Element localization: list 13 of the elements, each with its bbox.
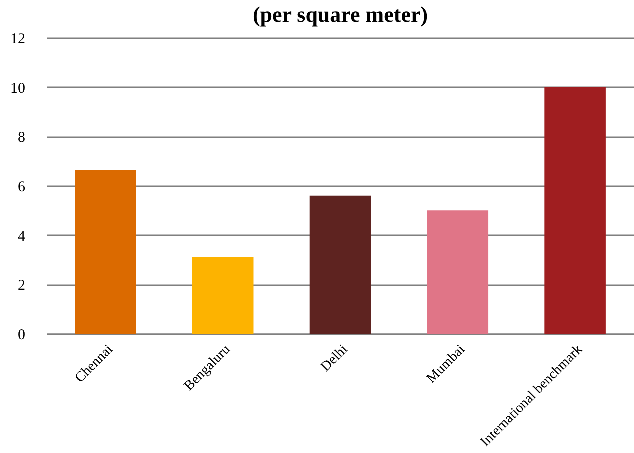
- y-tick-label: 2: [18, 278, 26, 294]
- bar: [310, 196, 372, 334]
- bar: [544, 87, 606, 334]
- bar: [427, 210, 489, 334]
- y-tick-label: 8: [18, 130, 26, 146]
- y-tick-label: 12: [10, 32, 26, 48]
- bar: [75, 170, 136, 334]
- y-tick-label: 10: [10, 80, 26, 97]
- y-tick-label: 0: [18, 328, 26, 344]
- y-tick-label: 6: [18, 180, 26, 196]
- bar: [192, 258, 254, 334]
- chart-title: (per square meter): [252, 2, 428, 27]
- y-tick-label: 4: [18, 228, 26, 245]
